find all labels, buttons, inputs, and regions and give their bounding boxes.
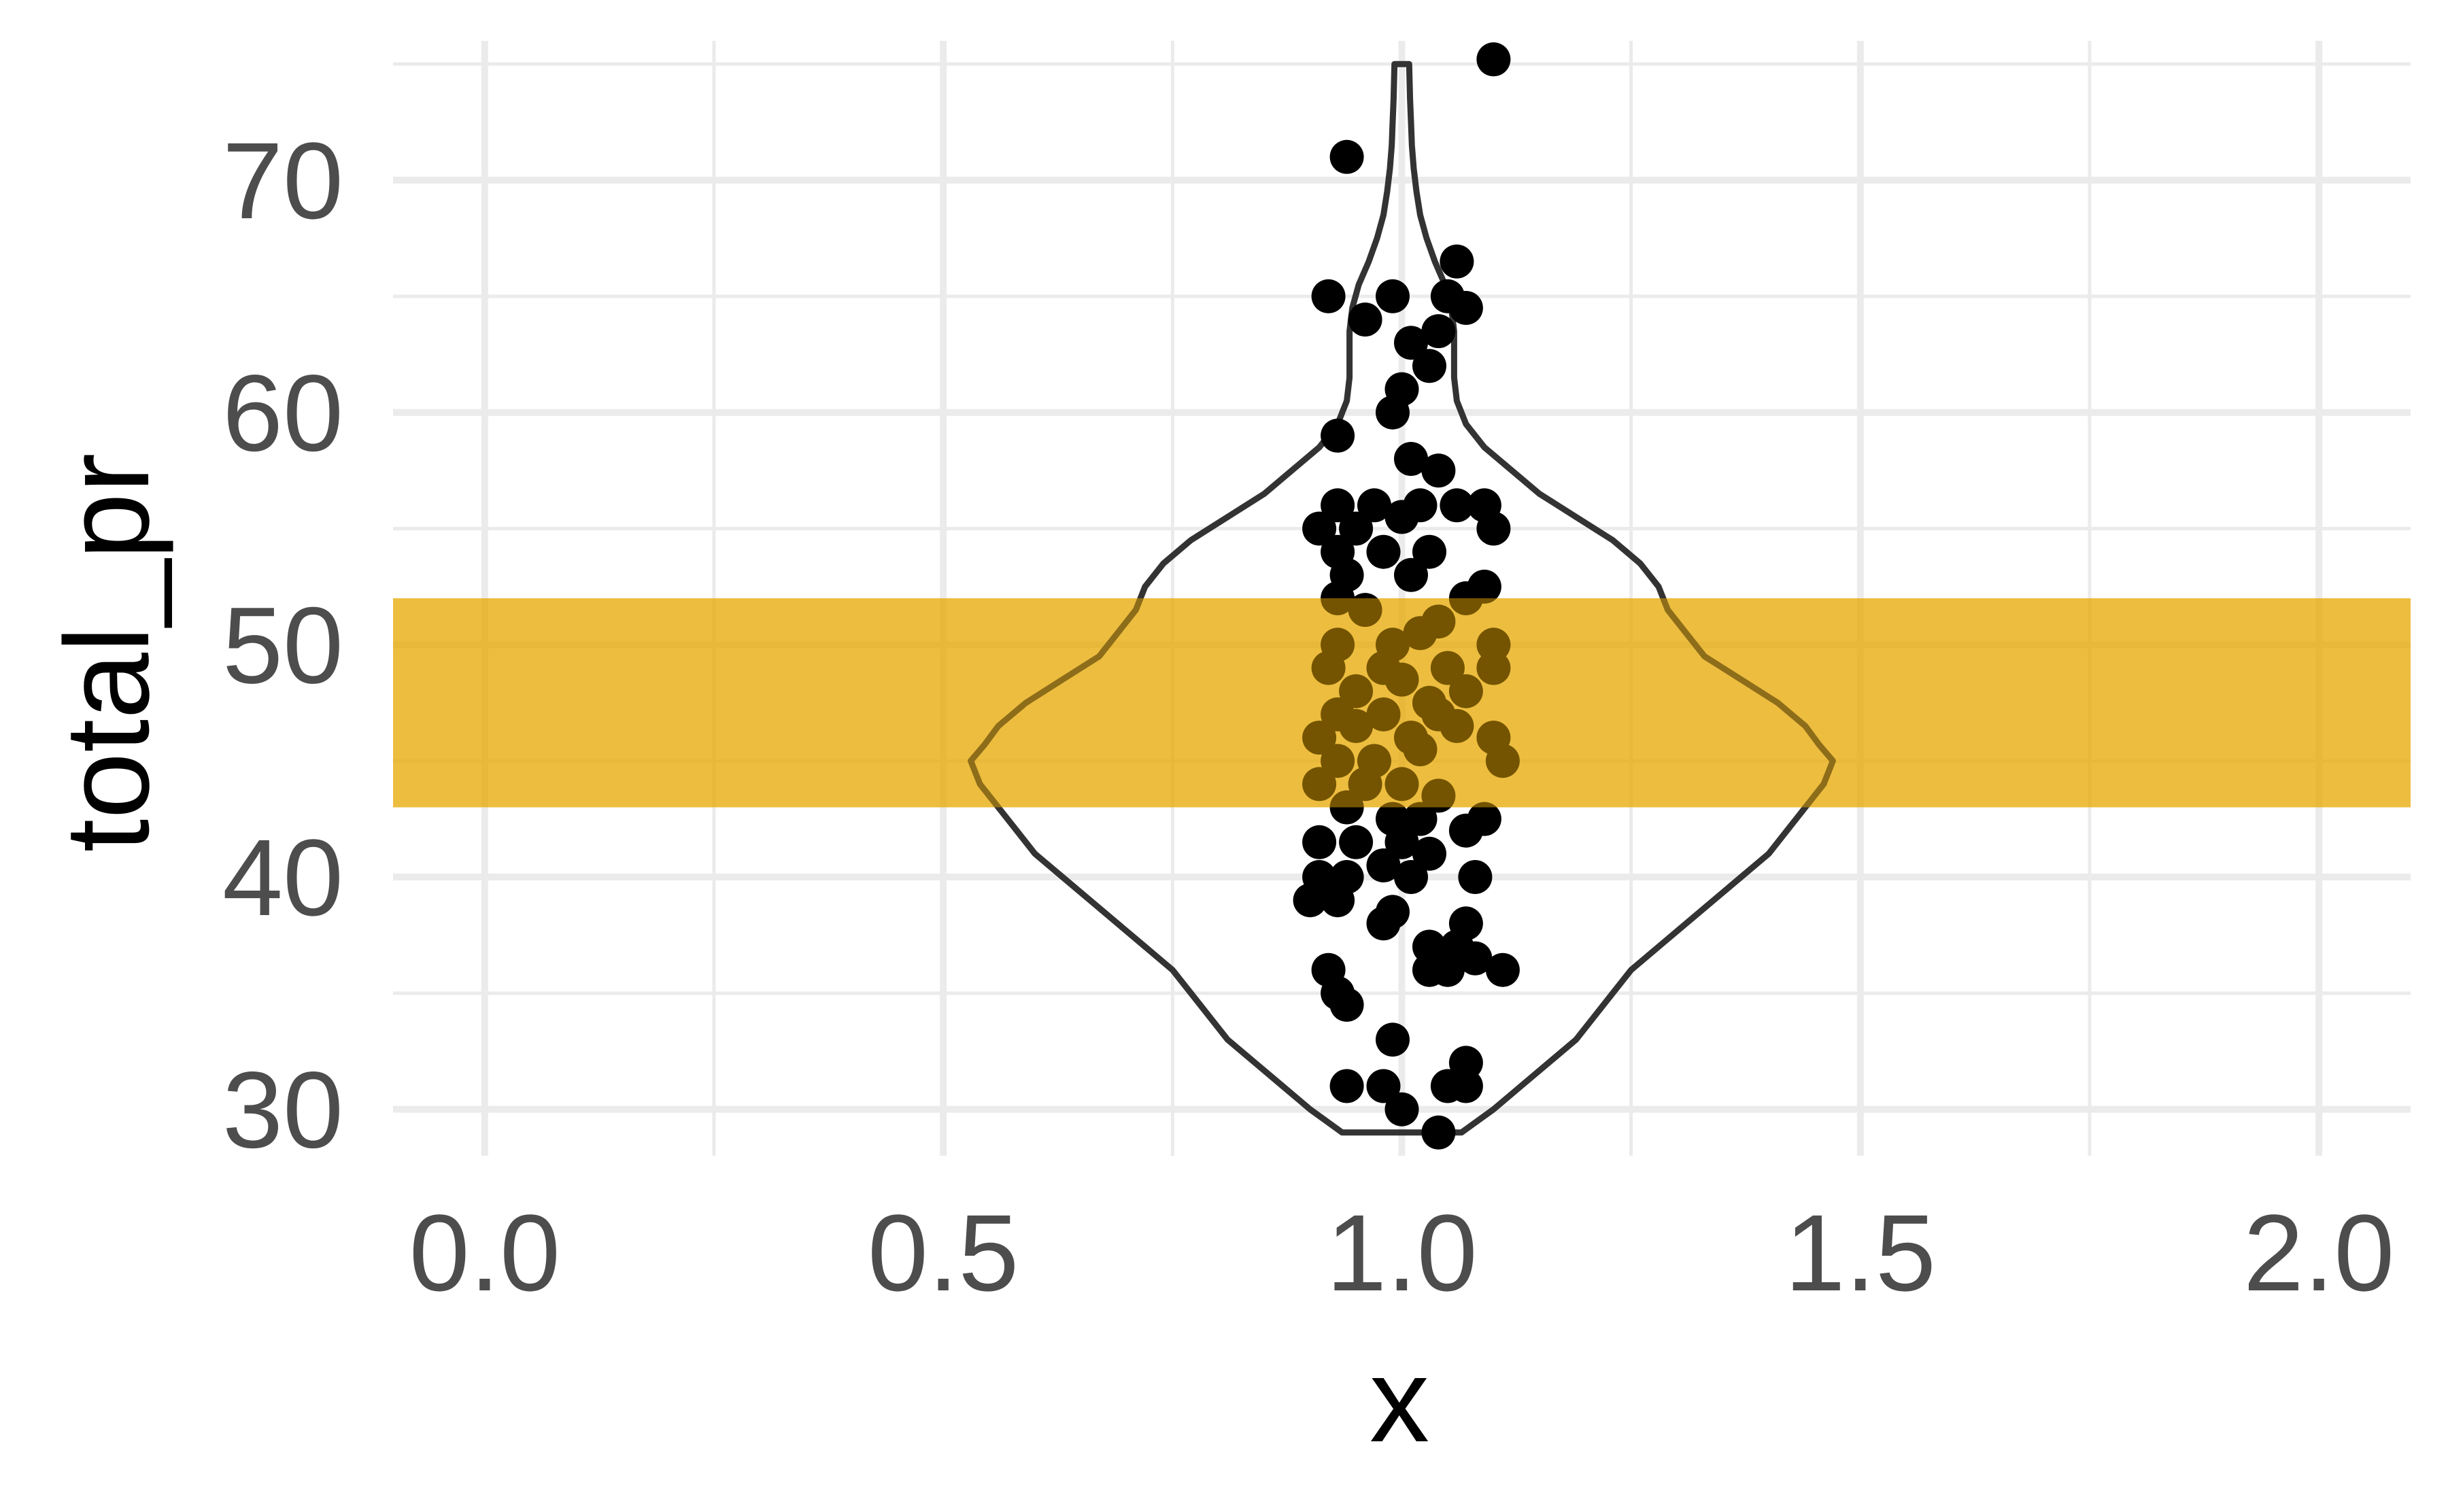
data-point [1412, 836, 1446, 871]
data-point [1366, 906, 1401, 941]
data-point [1448, 1046, 1483, 1080]
data-point [1329, 139, 1364, 174]
data-point [1384, 1092, 1419, 1127]
data-point [1448, 290, 1483, 325]
data-point [1321, 883, 1355, 918]
y-tick-label: 60 [222, 352, 343, 474]
data-point [1485, 952, 1520, 987]
data-point [1311, 279, 1346, 313]
data-point [1430, 952, 1465, 987]
y-tick-label: 50 [222, 584, 343, 706]
data-point [1421, 453, 1456, 488]
y-axis-title: total_pr [41, 453, 174, 852]
data-point [1448, 1069, 1483, 1103]
data-point [1357, 488, 1391, 523]
data-point [1458, 860, 1493, 894]
x-tick-label: 1.5 [1785, 1192, 1936, 1313]
x-axis-title: x [1370, 1334, 1429, 1467]
data-point [1412, 534, 1446, 569]
data-point [1302, 825, 1337, 859]
data-point [1348, 303, 1382, 337]
data-point [1394, 442, 1428, 476]
y-tick-label: 30 [222, 1049, 343, 1171]
x-tick-label: 0.0 [409, 1192, 560, 1313]
highlight-band-overlay [393, 598, 2411, 808]
data-point [1376, 279, 1410, 313]
data-point [1394, 326, 1428, 360]
data-point [1366, 1069, 1401, 1103]
x-tick-label: 1.0 [1326, 1192, 1477, 1313]
data-point [1476, 42, 1511, 77]
x-tick-labels: 0.0 0.5 1.0 1.5 2.0 [409, 1192, 2395, 1313]
data-point [1376, 395, 1410, 430]
data-point [1366, 848, 1401, 882]
data-point [1421, 1115, 1456, 1150]
data-point [1302, 511, 1337, 546]
data-point [1394, 860, 1428, 894]
data-point [1384, 500, 1419, 534]
highlight-band-overlay-rect [393, 598, 2411, 808]
data-point [1293, 883, 1327, 918]
data-point [1384, 825, 1419, 859]
x-tick-label: 2.0 [2243, 1192, 2394, 1313]
data-point [1321, 418, 1355, 453]
y-tick-label: 70 [222, 120, 343, 241]
data-point [1339, 511, 1374, 546]
data-point [1476, 511, 1511, 546]
data-point [1412, 929, 1446, 964]
data-point [1376, 1023, 1410, 1057]
data-point [1394, 557, 1428, 592]
data-point [1366, 534, 1401, 569]
data-point [1329, 1069, 1364, 1103]
y-tick-label: 40 [222, 817, 343, 938]
x-tick-label: 0.5 [868, 1192, 1019, 1313]
data-point [1412, 349, 1446, 383]
data-point [1339, 825, 1374, 859]
data-point [1440, 244, 1474, 279]
data-point [1448, 813, 1483, 848]
data-point [1458, 941, 1493, 976]
data-point [1321, 488, 1355, 523]
y-tick-labels: 30 40 50 60 70 [222, 120, 343, 1171]
data-point [1421, 314, 1456, 349]
data-point [1403, 802, 1438, 836]
data-point [1440, 488, 1474, 523]
data-point [1329, 987, 1364, 1022]
